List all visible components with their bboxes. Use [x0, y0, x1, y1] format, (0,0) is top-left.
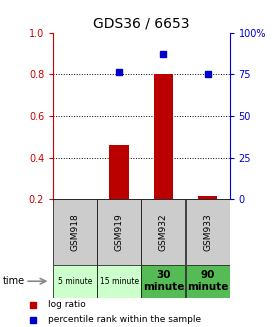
Bar — [97, 265, 141, 298]
Bar — [53, 199, 97, 265]
Text: 5 minute: 5 minute — [58, 277, 92, 286]
Bar — [198, 196, 218, 199]
Bar — [141, 199, 185, 265]
Text: percentile rank within the sample: percentile rank within the sample — [48, 315, 201, 324]
Bar — [109, 145, 129, 199]
Bar — [185, 265, 230, 298]
Text: 90
minute: 90 minute — [187, 270, 228, 292]
Title: GDS36 / 6653: GDS36 / 6653 — [93, 16, 190, 30]
Text: 30
minute: 30 minute — [143, 270, 184, 292]
Text: GSM919: GSM919 — [115, 213, 124, 251]
Bar — [97, 199, 141, 265]
Text: 15 minute: 15 minute — [100, 277, 139, 286]
Bar — [185, 199, 230, 265]
Bar — [153, 74, 173, 199]
Bar — [141, 265, 185, 298]
Text: GSM932: GSM932 — [159, 213, 168, 251]
Text: time: time — [3, 276, 25, 286]
Text: log ratio: log ratio — [48, 301, 85, 309]
Bar — [53, 265, 97, 298]
Text: GSM918: GSM918 — [71, 213, 80, 251]
Text: GSM933: GSM933 — [203, 213, 212, 251]
